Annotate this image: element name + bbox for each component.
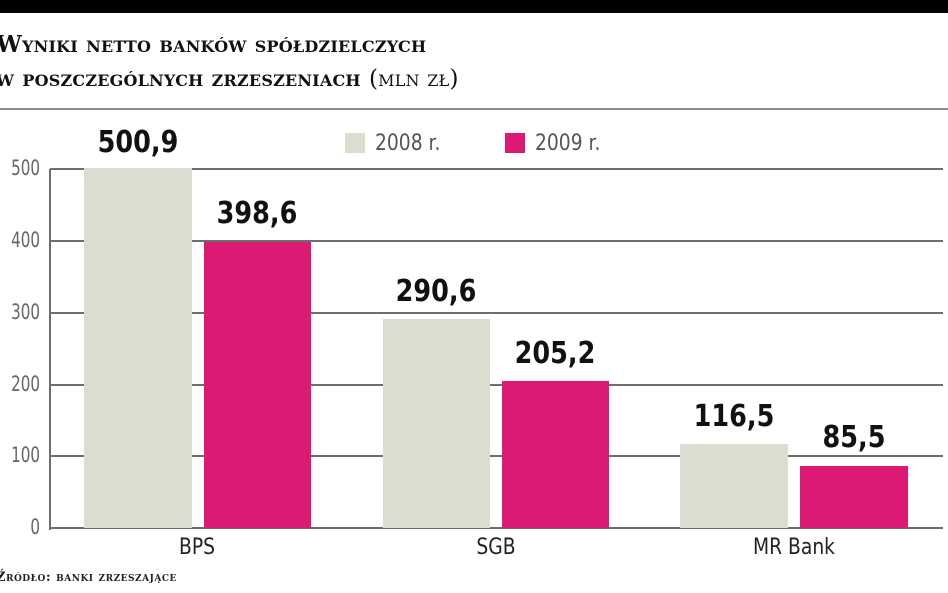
y-tick-100: 100 (11, 443, 41, 467)
source-note: Źródło: banki zrzeszające (0, 570, 177, 585)
value-label-sgb-2008: 290,6 (395, 274, 477, 309)
legend-label-2008: 2008 r. (375, 130, 441, 156)
title-line-1: Wyniki netto banków spółdzielczych (0, 31, 427, 58)
bar-bps-2009 (204, 242, 311, 528)
gridline-300 (50, 312, 943, 314)
value-label-mr-2009: 85,5 (822, 420, 886, 455)
gridline-400 (50, 240, 943, 242)
source-text: Źródło: banki zrzeszające (0, 570, 177, 585)
value-label-bps-2009: 398,6 (216, 196, 298, 231)
title-separator (0, 108, 948, 110)
category-label-mr-bank: MR Bank (752, 535, 836, 560)
top-black-bar (0, 0, 948, 13)
bar-mr-2009 (800, 466, 908, 528)
legend-item-2008: 2008 r. (345, 128, 452, 158)
value-label-bps-2008: 500,9 (97, 125, 179, 160)
y-tick-300: 300 (11, 300, 41, 324)
title-line-2: w poszczególnych zrzeszeniach (mln zł) (0, 62, 459, 96)
legend-label-2009: 2009 r. (535, 130, 601, 156)
bar-sgb-2008 (383, 319, 490, 528)
title-line-2-text: w poszczególnych zrzeszeniach (0, 65, 361, 92)
title-unit: (mln zł) (368, 66, 459, 92)
y-axis-line (49, 169, 51, 530)
legend-swatch-2009 (505, 133, 525, 153)
gridline-100 (50, 455, 943, 457)
x-axis-baseline (50, 527, 943, 529)
bar-mr-2008 (680, 444, 788, 528)
gridline-200 (50, 384, 943, 386)
y-tick-0: 0 (30, 515, 40, 539)
y-tick-500: 500 (11, 156, 41, 180)
chart-title: Wyniki netto banków spółdzielczych w pos… (0, 28, 459, 96)
value-label-sgb-2009: 205,2 (514, 336, 596, 371)
category-label-sgb: SGB (476, 535, 516, 560)
legend-item-2009: 2009 r. (505, 128, 612, 158)
y-tick-200: 200 (11, 372, 41, 396)
bar-sgb-2009 (502, 381, 609, 528)
gridline-500 (50, 168, 943, 170)
y-tick-400: 400 (11, 228, 41, 252)
legend-swatch-2008 (345, 133, 365, 153)
value-label-mr-2008: 116,5 (693, 399, 775, 434)
category-label-bps: BPS (179, 535, 215, 560)
bar-bps-2008 (84, 168, 192, 528)
